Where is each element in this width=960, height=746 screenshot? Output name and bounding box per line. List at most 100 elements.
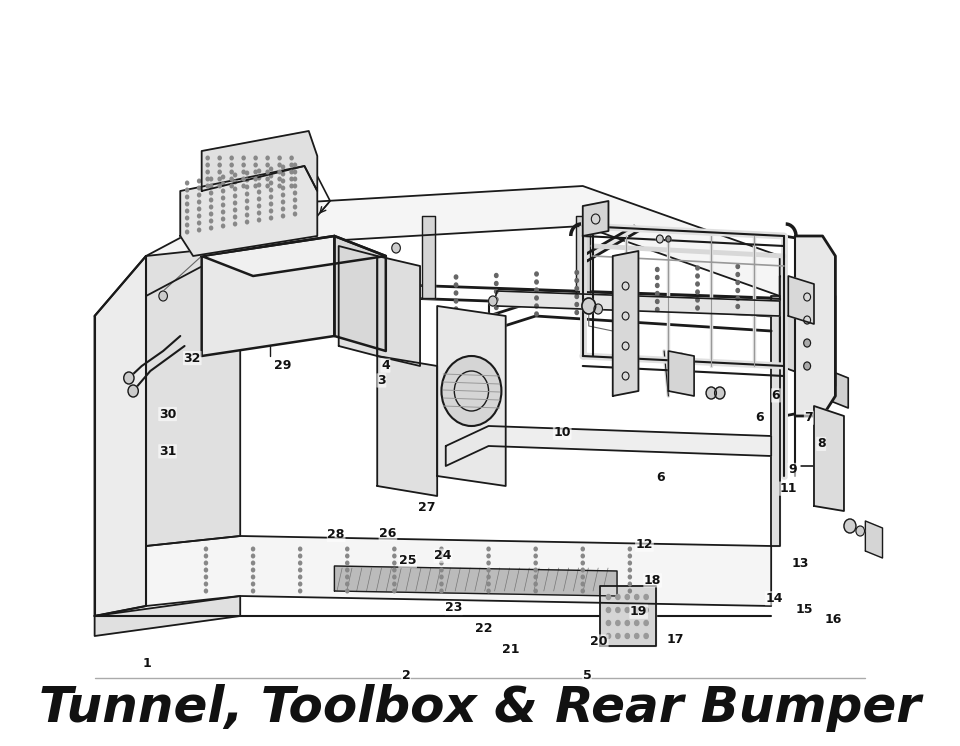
- Circle shape: [278, 170, 281, 174]
- Circle shape: [615, 595, 620, 600]
- Circle shape: [294, 212, 297, 216]
- Circle shape: [487, 548, 491, 551]
- Circle shape: [393, 582, 396, 586]
- Text: 30: 30: [159, 407, 177, 421]
- Circle shape: [204, 575, 207, 579]
- Circle shape: [679, 367, 684, 373]
- Circle shape: [294, 281, 297, 285]
- Circle shape: [535, 288, 539, 292]
- Circle shape: [246, 220, 249, 224]
- Circle shape: [209, 184, 212, 188]
- Polygon shape: [492, 291, 780, 316]
- Circle shape: [290, 178, 293, 181]
- Circle shape: [222, 175, 225, 179]
- Circle shape: [281, 186, 284, 189]
- Circle shape: [333, 312, 337, 316]
- Text: 15: 15: [795, 603, 813, 616]
- Circle shape: [222, 196, 225, 200]
- Circle shape: [594, 304, 603, 314]
- Circle shape: [204, 554, 207, 558]
- Circle shape: [257, 169, 260, 173]
- Circle shape: [246, 213, 249, 217]
- Circle shape: [487, 589, 491, 593]
- Circle shape: [707, 387, 716, 399]
- Circle shape: [373, 286, 377, 290]
- Circle shape: [487, 575, 491, 579]
- Circle shape: [253, 298, 256, 302]
- Text: 27: 27: [418, 501, 435, 514]
- Circle shape: [198, 193, 201, 197]
- Circle shape: [299, 554, 301, 558]
- Circle shape: [333, 304, 337, 307]
- Circle shape: [607, 633, 611, 639]
- Circle shape: [213, 300, 216, 304]
- Circle shape: [635, 633, 638, 639]
- Circle shape: [454, 291, 458, 295]
- Circle shape: [299, 561, 301, 565]
- Circle shape: [281, 200, 284, 204]
- Circle shape: [222, 217, 225, 221]
- Circle shape: [230, 184, 233, 188]
- Circle shape: [204, 582, 207, 586]
- Circle shape: [615, 621, 620, 625]
- Circle shape: [615, 309, 619, 313]
- Text: 16: 16: [825, 612, 842, 626]
- Circle shape: [270, 188, 273, 192]
- Circle shape: [204, 561, 207, 565]
- Circle shape: [252, 561, 254, 565]
- Circle shape: [575, 278, 579, 283]
- Circle shape: [294, 313, 297, 317]
- Circle shape: [736, 265, 739, 269]
- Circle shape: [625, 633, 630, 639]
- Circle shape: [204, 548, 207, 551]
- Text: 11: 11: [780, 482, 797, 495]
- Circle shape: [393, 554, 396, 558]
- Circle shape: [591, 214, 600, 224]
- Circle shape: [204, 589, 207, 593]
- Circle shape: [487, 568, 491, 571]
- Circle shape: [246, 199, 249, 203]
- Text: 7: 7: [804, 411, 813, 424]
- Circle shape: [246, 192, 249, 195]
- Circle shape: [581, 548, 585, 551]
- Circle shape: [534, 589, 538, 593]
- Polygon shape: [771, 296, 780, 546]
- Circle shape: [625, 595, 630, 600]
- Circle shape: [257, 190, 260, 194]
- Circle shape: [393, 575, 396, 579]
- Polygon shape: [576, 216, 589, 298]
- Circle shape: [290, 184, 293, 188]
- Circle shape: [209, 198, 212, 202]
- Circle shape: [666, 236, 671, 242]
- Circle shape: [629, 568, 632, 571]
- Circle shape: [294, 205, 297, 209]
- Circle shape: [233, 187, 236, 191]
- Circle shape: [278, 184, 281, 188]
- Circle shape: [222, 225, 225, 228]
- Circle shape: [440, 589, 443, 593]
- Circle shape: [270, 167, 273, 171]
- Circle shape: [281, 207, 284, 211]
- Polygon shape: [437, 306, 506, 486]
- Circle shape: [679, 353, 684, 359]
- Text: 26: 26: [379, 527, 396, 540]
- Circle shape: [254, 178, 257, 181]
- Circle shape: [246, 206, 249, 210]
- Circle shape: [644, 633, 648, 639]
- Circle shape: [346, 554, 348, 558]
- Circle shape: [392, 243, 400, 253]
- Circle shape: [185, 195, 189, 198]
- Circle shape: [230, 156, 233, 160]
- Circle shape: [581, 575, 585, 579]
- Circle shape: [242, 156, 245, 160]
- Circle shape: [222, 203, 225, 207]
- Circle shape: [656, 292, 659, 295]
- Polygon shape: [180, 166, 318, 256]
- Circle shape: [204, 568, 207, 571]
- Circle shape: [270, 181, 273, 185]
- Polygon shape: [334, 566, 617, 596]
- Circle shape: [257, 176, 260, 180]
- Circle shape: [246, 185, 249, 189]
- Circle shape: [254, 170, 257, 174]
- Circle shape: [575, 286, 579, 290]
